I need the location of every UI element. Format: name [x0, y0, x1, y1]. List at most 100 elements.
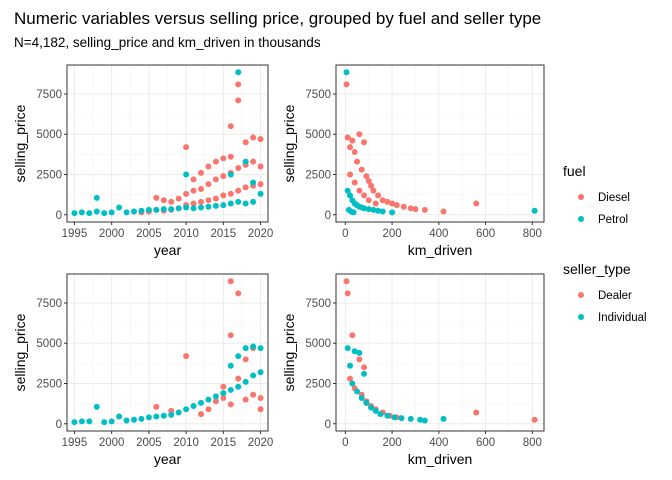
data-point	[212, 195, 219, 202]
data-point	[153, 413, 160, 420]
y-tick-label: 0	[325, 419, 331, 431]
legends: fuel Diesel Petrol seller_type Dealer Individ…	[563, 163, 647, 324]
data-point	[343, 69, 350, 76]
series-diesel	[343, 81, 480, 215]
panels: 1995 2000 2005 2010 2015 2020 0 2500 5000 7500 yea…	[12, 64, 545, 467]
x-axis-label: year	[154, 242, 182, 258]
data-point	[242, 184, 249, 191]
data-point	[212, 158, 219, 165]
series-individual	[344, 345, 447, 424]
x-axis-label: km_driven	[408, 451, 473, 467]
data-point	[205, 203, 212, 210]
data-point	[343, 81, 350, 88]
data-point	[368, 182, 375, 189]
data-point	[212, 202, 219, 209]
data-point	[361, 370, 368, 377]
data-point	[183, 171, 190, 178]
data-point	[235, 187, 242, 194]
data-point	[358, 394, 365, 401]
data-point	[349, 137, 356, 144]
data-point	[347, 362, 354, 369]
y-tick-label: 5000	[305, 129, 331, 141]
data-point	[183, 353, 190, 360]
y-tick-label: 2500	[305, 378, 331, 390]
legend-title: seller_type	[563, 261, 631, 277]
data-point	[138, 207, 145, 214]
data-point	[377, 411, 384, 418]
data-point	[400, 203, 407, 210]
x-tick-label: 400	[429, 437, 448, 449]
series-diesel	[138, 81, 264, 216]
x-tick-label: 2005	[136, 228, 162, 240]
x-tick-label: 2015	[211, 228, 237, 240]
data-point	[250, 198, 257, 205]
y-tick-label: 7500	[305, 298, 331, 310]
data-point	[160, 206, 167, 213]
data-point	[227, 362, 234, 369]
data-point	[78, 418, 85, 425]
data-point	[257, 181, 264, 188]
data-point	[242, 139, 249, 146]
data-point	[347, 375, 354, 382]
data-point	[160, 197, 167, 204]
data-point	[347, 171, 354, 178]
data-point	[212, 398, 219, 405]
x-tick-label: 2020	[248, 228, 274, 240]
x-tick-label: 2000	[99, 228, 125, 240]
data-point	[145, 414, 152, 421]
data-point	[412, 206, 419, 213]
data-point	[250, 343, 257, 350]
data-point	[227, 123, 234, 130]
legend-key	[578, 194, 584, 200]
data-point	[205, 181, 212, 188]
data-point	[368, 404, 375, 411]
data-point	[250, 372, 257, 379]
data-point	[347, 144, 354, 151]
data-point	[242, 396, 249, 403]
data-point	[198, 169, 204, 176]
data-point	[183, 406, 190, 413]
data-point	[257, 136, 264, 143]
data-point	[440, 208, 447, 215]
data-point	[190, 403, 197, 410]
data-point	[227, 171, 234, 178]
panel-border	[335, 64, 545, 223]
data-point	[227, 190, 234, 197]
data-point	[242, 378, 249, 385]
data-point	[407, 205, 414, 212]
y-tick-label: 2500	[36, 378, 62, 390]
x-tick-label: 2015	[211, 437, 237, 449]
data-point	[351, 148, 358, 155]
series-individual	[71, 343, 264, 426]
data-point	[205, 406, 212, 413]
x-tick-label: 1995	[62, 228, 88, 240]
data-point	[175, 409, 182, 416]
data-point	[78, 209, 85, 216]
panel-4: 0 200 400 600 800 0 2500 5000 7500 km_driven selli…	[281, 273, 545, 467]
data-point	[108, 209, 115, 216]
data-point	[242, 356, 249, 363]
data-point	[257, 163, 264, 170]
data-point	[250, 179, 257, 186]
data-point	[71, 419, 78, 426]
legend-title: fuel	[563, 163, 586, 179]
data-point	[379, 208, 386, 215]
data-point	[183, 204, 190, 211]
legend-fuel: fuel Diesel Petrol	[563, 163, 630, 226]
x-tick-label: 2010	[173, 228, 199, 240]
data-point	[183, 144, 190, 151]
x-tick-label: 600	[476, 228, 495, 240]
data-point	[190, 200, 197, 207]
data-point	[344, 345, 351, 352]
data-point	[242, 158, 249, 165]
data-point	[354, 158, 361, 165]
data-point	[101, 419, 108, 426]
x-tick-label: 2020	[248, 437, 274, 449]
data-point	[220, 383, 227, 390]
data-point	[257, 406, 264, 413]
data-point	[235, 383, 242, 390]
data-point	[235, 375, 242, 382]
data-point	[389, 200, 396, 207]
data-point	[372, 407, 379, 414]
data-point	[393, 202, 400, 209]
